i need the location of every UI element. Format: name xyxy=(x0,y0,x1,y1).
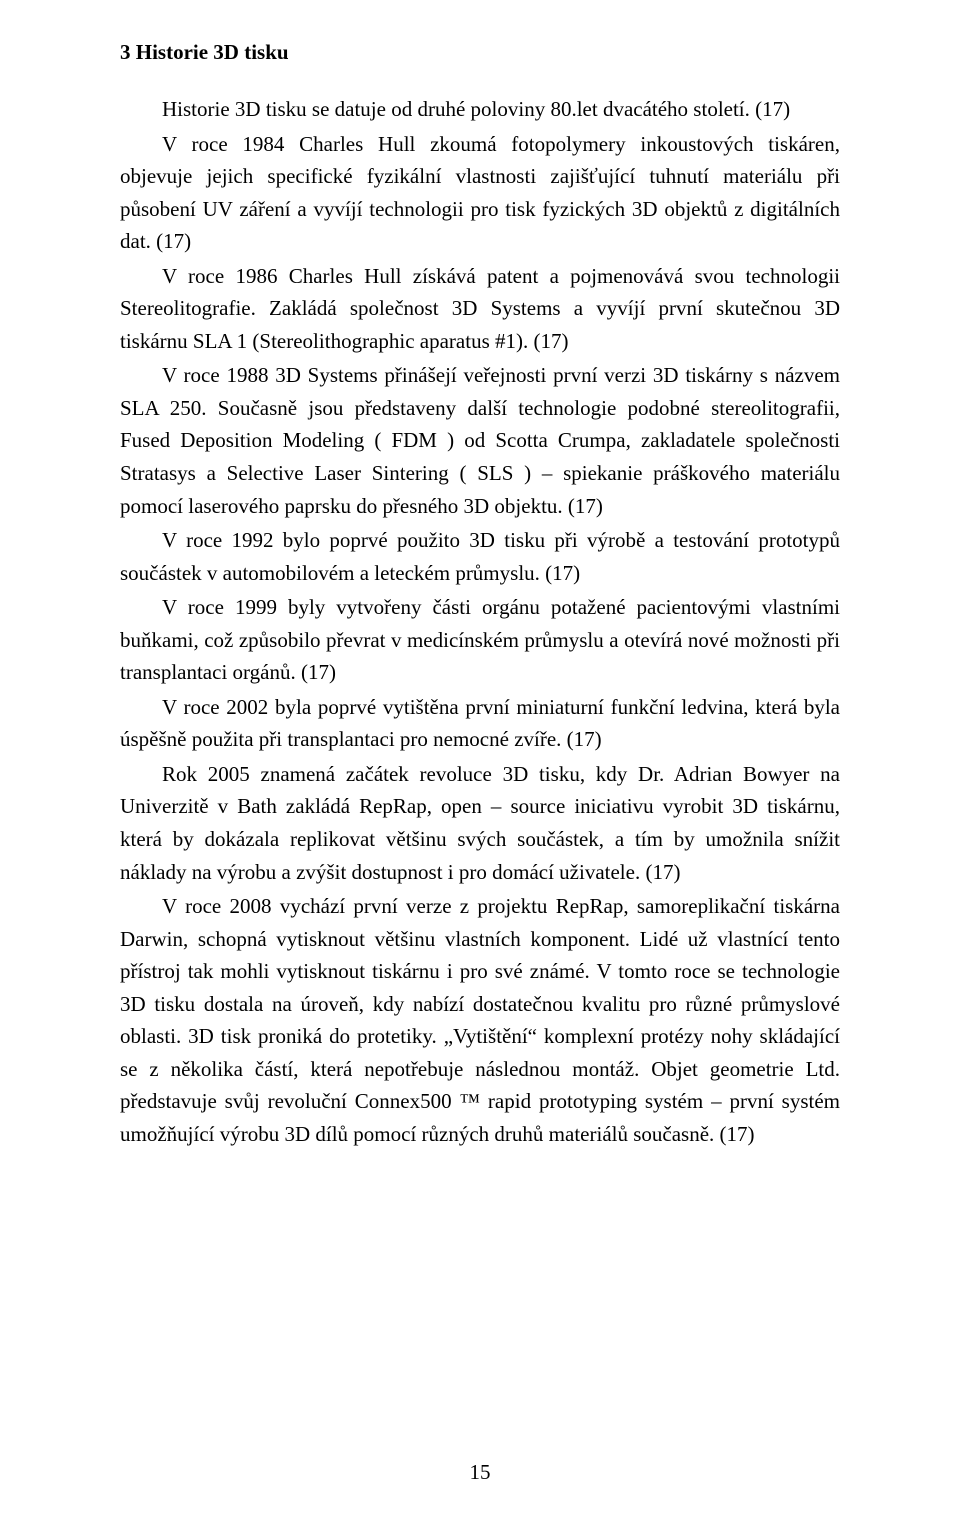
section-heading: 3 Historie 3D tisku xyxy=(120,40,840,65)
body-paragraph: V roce 2002 byla poprvé vytištěna první … xyxy=(120,691,840,756)
body-paragraph: V roce 1986 Charles Hull získává patent … xyxy=(120,260,840,358)
body-paragraph: V roce 2008 vychází první verze z projek… xyxy=(120,890,840,1150)
document-page: 3 Historie 3D tisku Historie 3D tisku se… xyxy=(0,0,960,1515)
body-paragraph: V roce 1992 bylo poprvé použito 3D tisku… xyxy=(120,524,840,589)
body-paragraph: V roce 1988 3D Systems přinášejí veřejno… xyxy=(120,359,840,522)
body-paragraph: Historie 3D tisku se datuje od druhé pol… xyxy=(120,93,840,126)
body-paragraph: V roce 1999 byly vytvořeny části orgánu … xyxy=(120,591,840,689)
page-number: 15 xyxy=(0,1460,960,1485)
body-paragraph: Rok 2005 znamená začátek revoluce 3D tis… xyxy=(120,758,840,888)
body-paragraph: V roce 1984 Charles Hull zkoumá fotopoly… xyxy=(120,128,840,258)
